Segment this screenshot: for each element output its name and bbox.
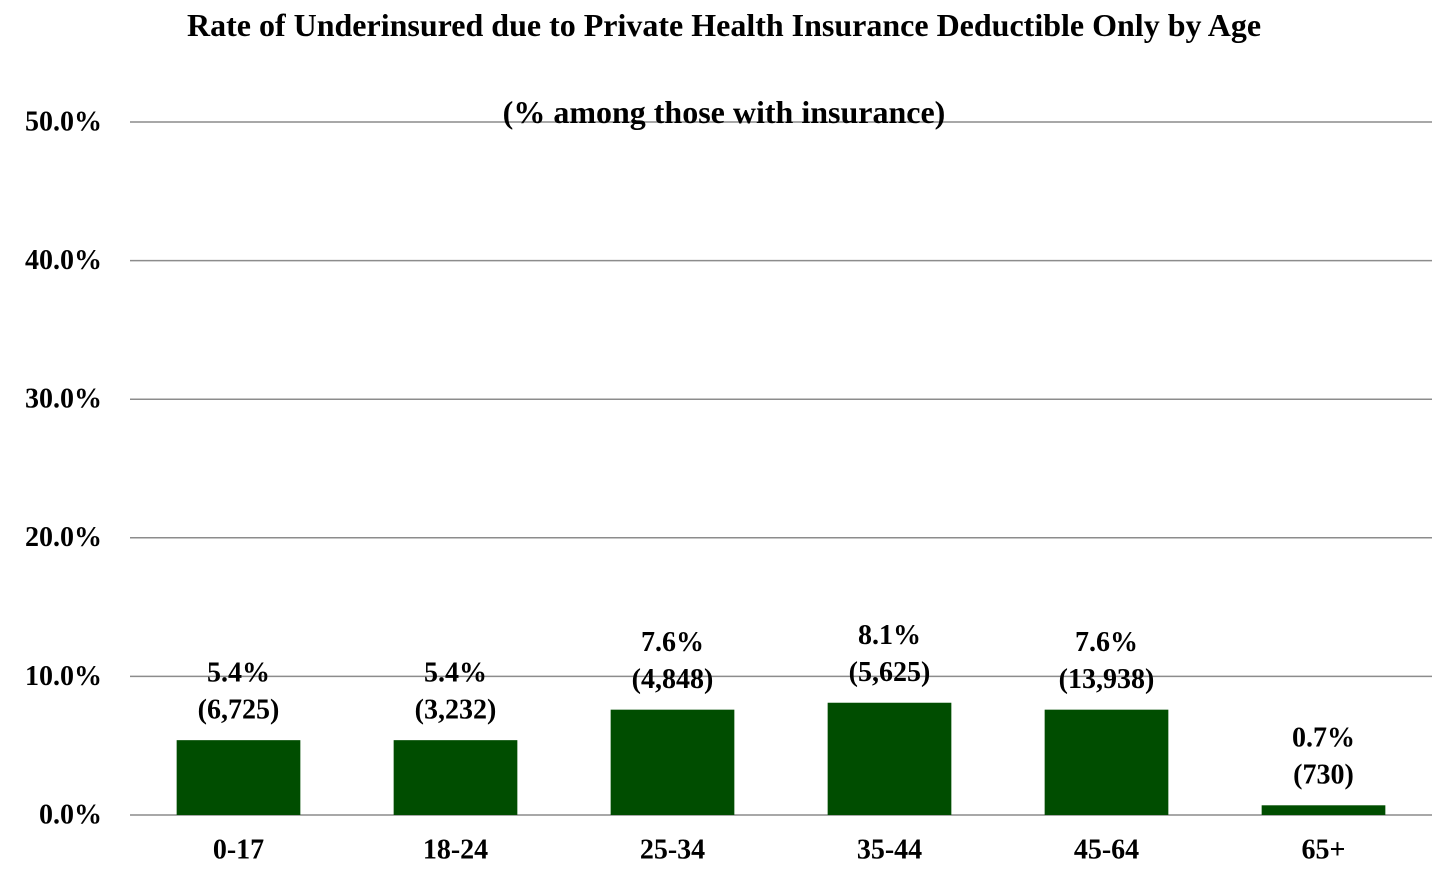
data-label: 5.4% <box>207 658 270 689</box>
y-tick-label: 20.0% <box>25 522 102 553</box>
data-label: 7.6% <box>1075 627 1138 658</box>
y-tick-label: 40.0% <box>25 245 102 276</box>
count-label: (4,848) <box>632 664 714 695</box>
bar <box>176 740 301 815</box>
count-label: (3,232) <box>415 695 497 726</box>
x-tick-label: 18-24 <box>423 834 488 865</box>
x-tick-label: 35-44 <box>857 834 922 865</box>
x-tick-label: 25-34 <box>640 834 705 865</box>
y-tick-label: 0.0% <box>39 799 102 830</box>
bar <box>610 709 735 815</box>
bar <box>827 702 952 815</box>
count-label: (13,938) <box>1059 664 1155 695</box>
bar <box>1044 709 1169 815</box>
bar <box>393 740 518 815</box>
data-label: 5.4% <box>424 658 487 689</box>
data-label: 0.7% <box>1292 723 1355 754</box>
chart-subtitle: (% among those with insurance) <box>502 94 946 130</box>
chart-title: Rate of Underinsured due to Private Heal… <box>186 7 1262 43</box>
x-tick-label: 65+ <box>1302 834 1346 865</box>
bar <box>1261 805 1386 815</box>
y-tick-label: 10.0% <box>25 661 102 692</box>
data-label: 8.1% <box>858 620 921 651</box>
data-label: 7.6% <box>641 627 704 658</box>
y-tick-label: 50.0% <box>25 106 102 137</box>
count-label: (5,625) <box>849 657 931 688</box>
y-tick-label: 30.0% <box>25 384 102 415</box>
count-label: (6,725) <box>198 695 280 726</box>
x-tick-label: 0-17 <box>213 834 264 865</box>
count-label: (730) <box>1293 760 1354 791</box>
x-tick-label: 45-64 <box>1074 834 1139 865</box>
